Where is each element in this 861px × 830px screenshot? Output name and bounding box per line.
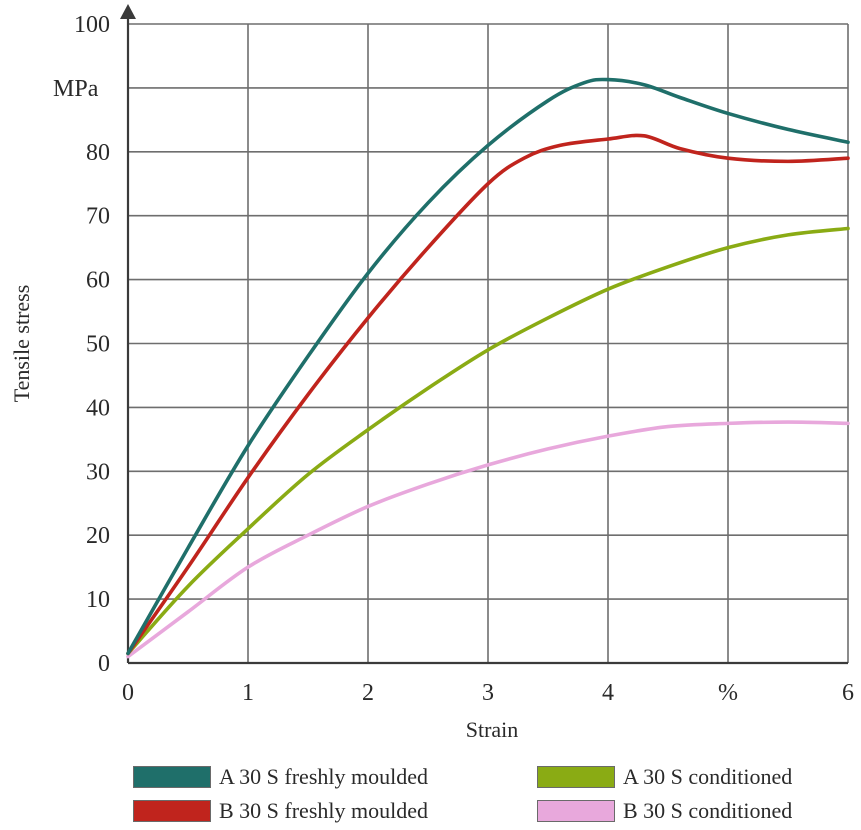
- y-tick-label: 50: [86, 332, 110, 358]
- tensile-stress-chart: 0 10 20 30 40 50 60 70 80 100 0 1 2 3 4% 6 MPa Tensile …: [9, 4, 854, 742]
- legend-item-b30s-fresh: B 30 S freshly moulded: [133, 796, 428, 826]
- y-tick-label: 40: [86, 395, 110, 421]
- legend-item-a30s-conditioned: A 30 S conditioned: [537, 762, 792, 792]
- x-tick-label: 3: [482, 680, 494, 706]
- legend-item-a30s-fresh: A 30 S freshly moulded: [133, 762, 428, 792]
- x-tick-label: 0: [122, 680, 134, 706]
- series-line-a30s-conditioned: [126, 226, 850, 656]
- legend-swatch: [537, 766, 615, 788]
- legend-label: A 30 S freshly moulded: [219, 764, 428, 789]
- y-tick-label: 80: [86, 140, 110, 166]
- x-tick-label: 6: [842, 680, 854, 706]
- x-axis-title: Strain: [466, 717, 519, 742]
- legend-swatch: [133, 800, 211, 822]
- y-tick-label: 100: [74, 12, 110, 38]
- y-tick-label: 20: [86, 523, 110, 549]
- tick-labels: 0 10 20 30 40 50 60 70 80 100 0 1 2 3 4% 6: [74, 12, 854, 706]
- series-line-b30s-fresh: [126, 133, 850, 656]
- legend-swatch: [133, 766, 211, 788]
- y-tick-label: 70: [86, 204, 110, 230]
- legend-swatch: [537, 800, 615, 822]
- series-group: [126, 77, 850, 659]
- legend: A 30 S freshly moulded A 30 S conditione…: [0, 760, 861, 830]
- y-axis-title: Tensile stress: [9, 285, 34, 403]
- series-line-a30s-fresh: [126, 77, 850, 656]
- x-tick-label: %: [718, 680, 738, 706]
- y-tick-label: 30: [86, 459, 110, 485]
- y-axis-arrowhead: [120, 4, 136, 19]
- x-tick-label: 4: [602, 680, 614, 706]
- legend-item-b30s-conditioned: B 30 S conditioned: [537, 796, 792, 826]
- legend-label: A 30 S conditioned: [623, 764, 793, 789]
- y-unit-label: MPa: [53, 76, 99, 102]
- y-tick-label: 60: [86, 268, 110, 294]
- axes: [120, 4, 848, 665]
- y-tick-label: 0: [98, 651, 110, 677]
- y-tick-label: 10: [86, 587, 110, 613]
- series-line-b30s-conditioned: [126, 420, 850, 659]
- legend-label: B 30 S conditioned: [623, 798, 793, 823]
- grid: [127, 23, 849, 663]
- x-tick-label: 1: [242, 680, 254, 706]
- x-tick-label: 2: [362, 680, 374, 706]
- legend-label: B 30 S freshly moulded: [219, 798, 428, 823]
